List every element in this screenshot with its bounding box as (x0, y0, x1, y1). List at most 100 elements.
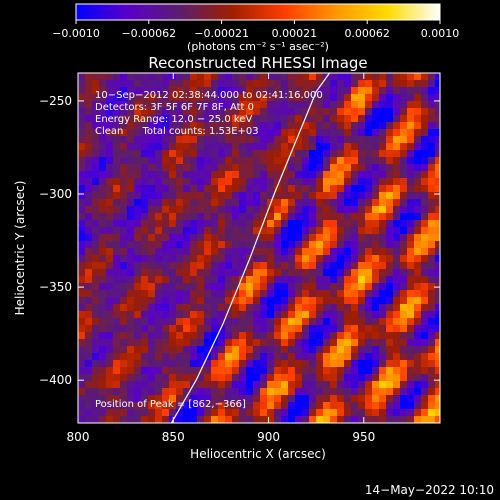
heatmap-cell (211, 115, 219, 123)
heatmap-cell (393, 332, 401, 340)
heatmap-cell (274, 213, 282, 221)
heatmap-cell (274, 171, 282, 179)
heatmap-cell (99, 73, 107, 81)
heatmap-cell (295, 262, 303, 270)
heatmap-cell (99, 199, 107, 207)
heatmap-cell (239, 367, 247, 375)
heatmap-cell (190, 80, 198, 88)
heatmap-cell (190, 87, 198, 95)
heatmap-cell (85, 122, 93, 130)
heatmap-cell (372, 276, 380, 284)
heatmap-cell (281, 122, 289, 130)
heatmap-cell (428, 122, 436, 130)
heatmap-cell (197, 80, 205, 88)
heatmap-cell (155, 318, 163, 326)
heatmap-cell (316, 108, 324, 116)
heatmap-cell (379, 304, 387, 312)
heatmap-cell (211, 108, 219, 116)
heatmap-cell (316, 325, 324, 333)
heatmap-cell (288, 381, 296, 389)
heatmap-cell (113, 416, 121, 423)
heatmap-cell (253, 164, 261, 172)
heatmap-cell (414, 332, 422, 340)
heatmap-cell (169, 290, 177, 298)
heatmap-cell (330, 213, 338, 221)
heatmap-cell (414, 192, 422, 200)
heatmap-cell (204, 122, 212, 130)
heatmap-cell (148, 276, 156, 284)
heatmap-cell (162, 136, 170, 144)
heatmap-cell (281, 108, 289, 116)
heatmap-cell (141, 171, 149, 179)
heatmap-cell (218, 276, 226, 284)
heatmap-cell (232, 220, 240, 228)
heatmap-cell (316, 143, 324, 151)
heatmap-cell (106, 73, 114, 81)
heatmap-cell (106, 220, 114, 228)
heatmap-cell (323, 157, 331, 165)
heatmap-cell (190, 199, 198, 207)
heatmap-cell (99, 248, 107, 256)
heatmap-cell (85, 73, 93, 81)
heatmap-cell (330, 297, 338, 305)
heatmap-cell (414, 101, 422, 109)
heatmap-cell (351, 409, 359, 417)
heatmap-cell (190, 157, 198, 165)
heatmap-cell (169, 248, 177, 256)
heatmap-cell (428, 185, 436, 193)
heatmap-cell (358, 206, 366, 214)
heatmap-cell (106, 353, 114, 361)
heatmap-cell (99, 164, 107, 172)
heatmap-cell (281, 339, 289, 347)
heatmap-cell (302, 115, 310, 123)
heatmap-cell (106, 101, 114, 109)
heatmap-cell (232, 94, 240, 102)
heatmap-cell (190, 143, 198, 151)
heatmap-cell (246, 178, 254, 186)
heatmap-cell (183, 332, 191, 340)
heatmap-cell (421, 143, 429, 151)
heatmap-cell (78, 185, 86, 193)
heatmap-cell (295, 290, 303, 298)
heatmap-cell (281, 283, 289, 291)
heatmap-cell (92, 227, 100, 235)
heatmap-cell (365, 304, 373, 312)
y-axis-label: Heliocentric Y (arcsec) (13, 181, 27, 316)
heatmap-cell (92, 290, 100, 298)
heatmap-cell (78, 367, 86, 375)
heatmap-cell (337, 164, 345, 172)
heatmap-cell (211, 213, 219, 221)
heatmap-cell (120, 129, 128, 137)
heatmap-cell (435, 332, 440, 340)
heatmap-cell (155, 360, 163, 368)
heatmap-cell (400, 388, 408, 396)
heatmap-cell (351, 325, 359, 333)
heatmap-cell (351, 150, 359, 158)
heatmap-cell (218, 185, 226, 193)
heatmap-cell (407, 150, 415, 158)
heatmap-cell (372, 87, 380, 95)
heatmap-cell (211, 101, 219, 109)
heatmap-cell (344, 304, 352, 312)
heatmap-cell (134, 276, 142, 284)
heatmap-cell (197, 73, 205, 81)
heatmap-cell (113, 248, 121, 256)
heatmap-cell (400, 402, 408, 410)
heatmap-cell (246, 276, 254, 284)
heatmap-cell (169, 325, 177, 333)
heatmap-cell (120, 94, 128, 102)
heatmap-cell (218, 206, 226, 214)
heatmap-cell (162, 73, 170, 81)
heatmap-cell (113, 402, 121, 410)
heatmap-cell (386, 206, 394, 214)
heatmap-cell (120, 73, 128, 81)
heatmap-cell (232, 122, 240, 130)
heatmap-cell (127, 304, 135, 312)
heatmap-cell (148, 353, 156, 361)
heatmap-cell (211, 157, 219, 165)
heatmap-cell (162, 206, 170, 214)
heatmap-cell (141, 80, 149, 88)
heatmap-cell (260, 297, 268, 305)
heatmap-cell (393, 234, 401, 242)
